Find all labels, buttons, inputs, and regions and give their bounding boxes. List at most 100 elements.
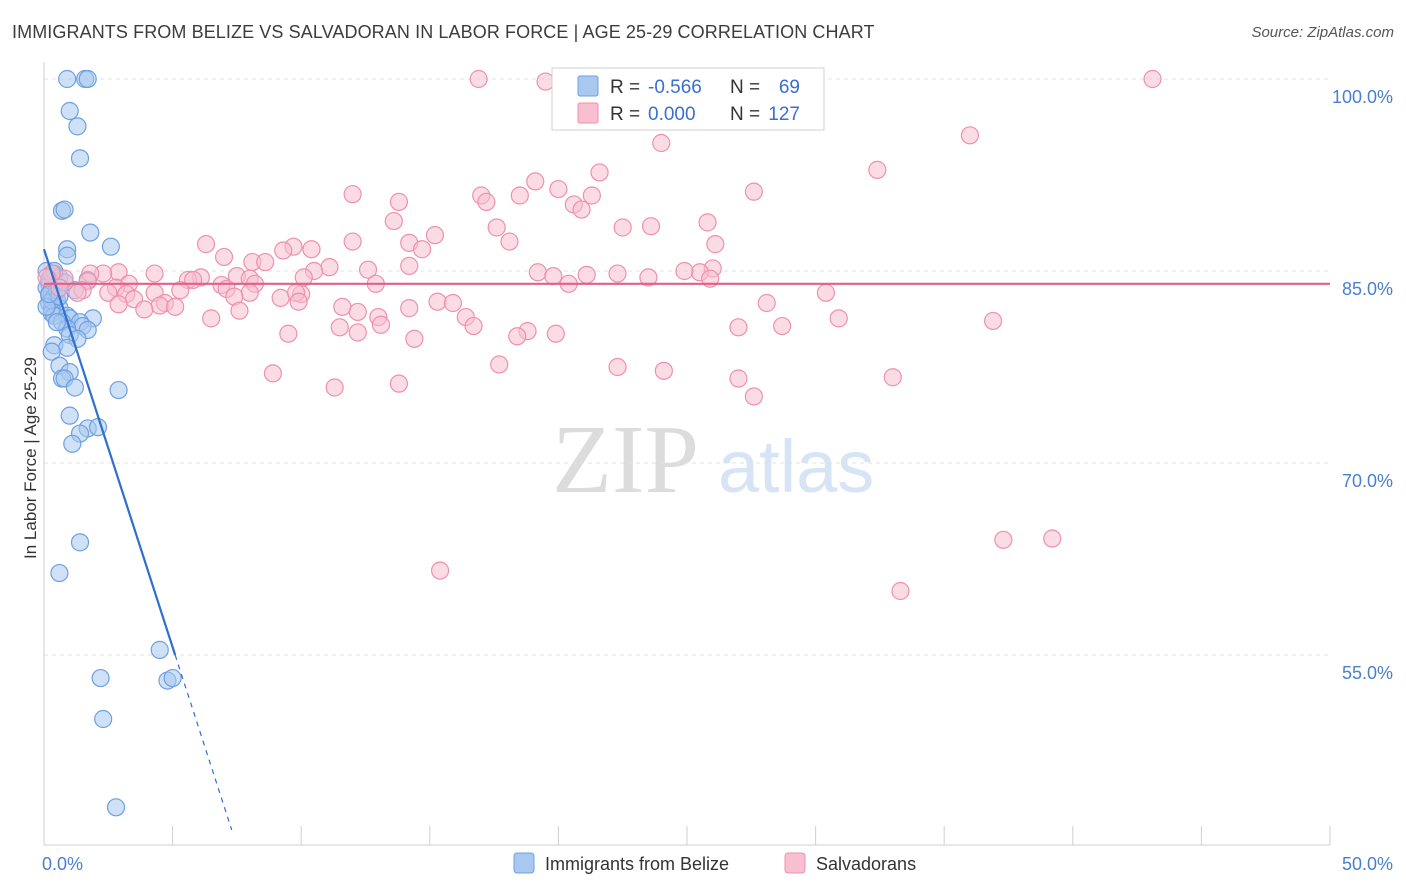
bottom-legend-swatch-salvadoran [784,852,806,874]
trend-lines [42,248,1330,831]
data-point [58,246,77,265]
data-point [428,292,447,311]
data-point [983,311,1003,331]
y-tick-label: 100.0% [1332,87,1393,107]
data-point [166,297,185,316]
data-point [706,235,725,254]
data-point [214,247,234,267]
data-point [698,213,717,232]
data-point [654,361,673,380]
data-point [613,218,632,237]
data-point [1143,69,1162,89]
y-tick-label: 85.0% [1342,279,1393,299]
data-point [744,182,763,201]
data-point [289,292,308,311]
data-point [274,241,293,260]
data-point [101,237,120,256]
data-point [572,200,591,219]
data-point [371,315,391,334]
series-belize [37,69,182,817]
data-point [279,324,298,343]
x-tick-label: 50.0% [1342,854,1393,874]
data-point [42,342,61,361]
data-point [196,235,216,254]
stats-legend-swatch-belize [577,75,599,97]
source-credit: Source: ZipAtlas.com [1251,24,1394,41]
bottom-legend-label-belize: Immigrants from Belize [545,854,729,874]
data-point [526,172,545,191]
data-point [343,232,362,251]
data-point [544,267,563,286]
chart-title: IMMIGRANTS FROM BELIZE VS SALVADORAN IN … [12,22,875,42]
data-point [536,72,555,91]
data-point [348,302,367,322]
data-point [63,434,82,453]
data-point [78,69,97,89]
data-point [384,211,403,231]
data-point [68,117,87,136]
data-point [490,355,509,374]
data-point [652,133,671,153]
data-point [744,387,763,406]
data-point [150,640,169,659]
data-point [577,265,596,284]
data-point [47,313,66,332]
data-point [81,223,100,242]
watermark-zip: ZIP [552,406,699,514]
data-point [50,563,69,583]
stats-r-label-salvadoran: R = [610,104,640,125]
data-point [263,364,283,383]
series-salvadoran [37,69,1162,601]
data-point [405,329,424,348]
data-point [55,200,74,219]
data-point [70,149,90,168]
data-point [343,185,362,204]
data-point [94,709,113,729]
data-point [757,293,776,313]
gridlines [44,78,1330,656]
data-point [333,297,352,316]
data-point [145,264,164,283]
stats-n-value-belize: 69 [779,77,800,98]
data-point [109,380,128,400]
data-point [70,533,90,552]
data-point [487,218,506,237]
data-point [508,327,527,346]
data-point [320,258,339,277]
data-point [412,240,432,259]
data-point [443,293,463,313]
y-tick-label: 55.0% [1342,663,1393,683]
tick-labels: 100.0% 85.0% 70.0% 55.0% 0.0% 50.0% [42,87,1393,874]
data-point [106,798,126,817]
data-point [590,163,609,182]
data-point [816,283,835,302]
data-point [358,260,378,279]
stats-n-label-belize: N = [730,77,760,98]
data-point [549,179,568,199]
axes [43,62,1331,846]
stats-r-value-salvadoran: 0.000 [648,104,696,125]
stats-legend-swatch-salvadoran [577,102,599,124]
data-point [829,309,848,328]
data-point [960,126,980,145]
data-point [675,261,694,281]
data-point [60,101,79,121]
data-point [389,192,409,211]
data-point [389,374,409,393]
watermark-atlas: atlas [718,425,874,508]
stats-r-value-belize: -0.566 [648,77,702,98]
y-tick-label: 70.0% [1342,471,1393,491]
data-point [230,301,249,320]
data-point [469,69,488,89]
data-point [163,668,182,688]
data-point [477,192,496,211]
trend-line-extension [174,654,233,831]
data-point [510,186,529,205]
bottom-legend: Immigrants from Belize Salvadorans [513,852,916,874]
data-point [546,324,565,343]
trend-line-blue [42,248,177,656]
data-point [171,281,190,300]
data-point [240,283,259,302]
data-point [325,378,344,397]
